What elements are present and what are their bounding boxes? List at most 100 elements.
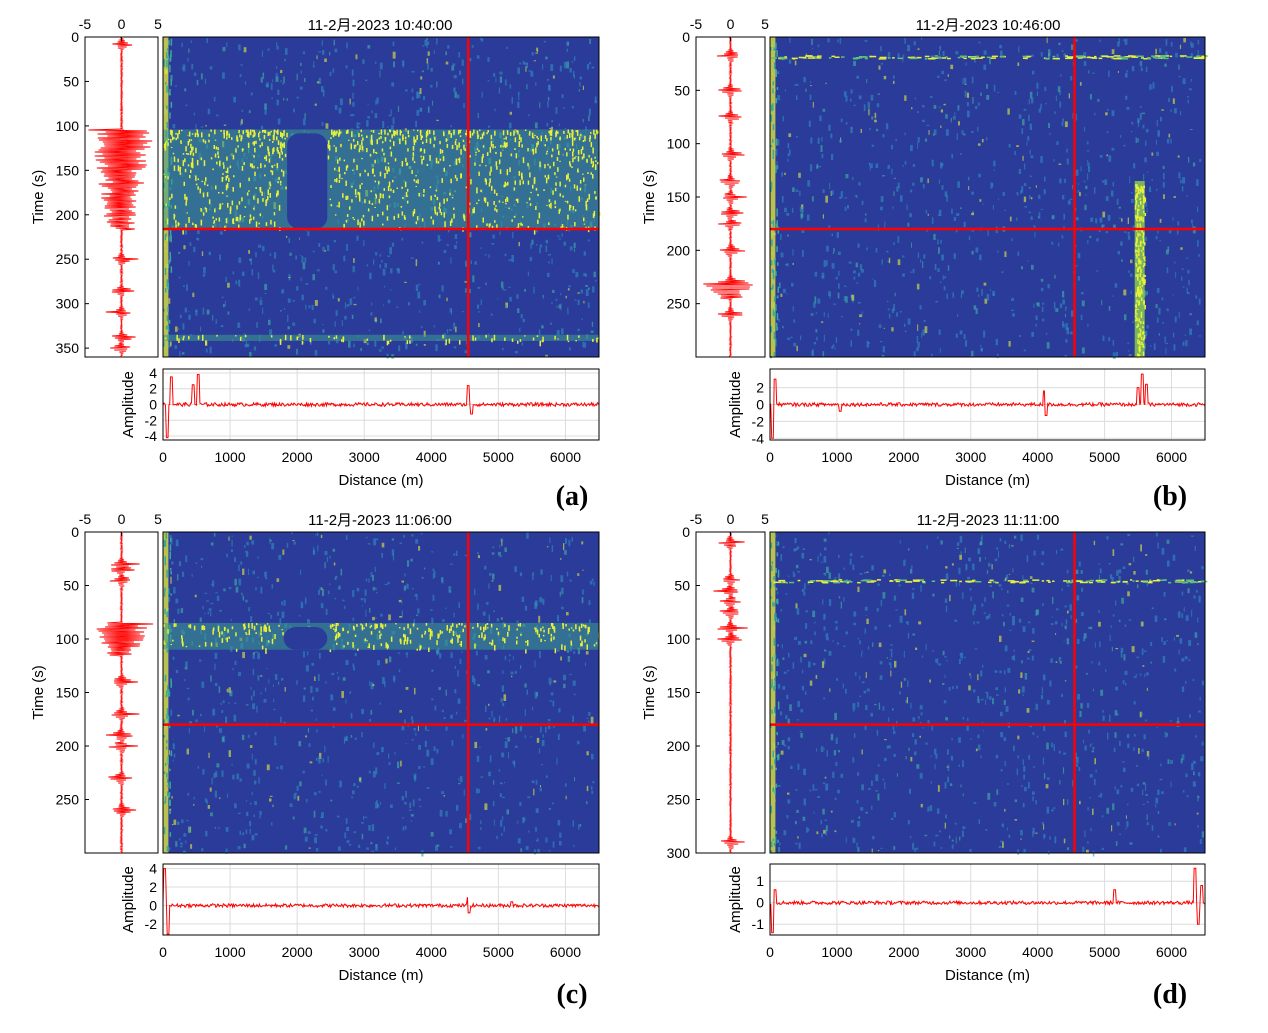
noise-speck [938,329,941,335]
noise-speck [211,315,214,321]
vertical-speck [1136,268,1139,273]
noise-speck [1093,540,1096,546]
noise-speck [1197,206,1199,212]
noise-speck [340,98,343,106]
noise-speck [480,299,482,306]
noise-speck [574,777,576,782]
noise-speck [503,289,507,291]
noise-speck [402,63,404,68]
noise-speck [188,727,190,734]
noise-speck [1100,792,1103,798]
noise-speck [1149,84,1152,90]
noise-speck [1046,806,1050,814]
noise-speck [1063,838,1066,844]
event-streak [897,57,904,60]
noise-speck [795,189,799,192]
edge-speck [775,167,777,173]
vertical-speck [1142,188,1145,194]
energy-speck [245,129,248,133]
noise-speck [367,116,371,119]
noise-speck [1097,98,1100,102]
noise-speck [282,549,285,555]
energy-speck [164,144,167,151]
noise-speck [266,764,270,771]
noise-speck [369,272,372,280]
event-streak [841,56,845,58]
noise-speck [938,106,941,108]
energy-speck [357,141,359,146]
noise-speck [1054,836,1057,844]
noise-speck [512,655,514,660]
noise-speck [482,611,486,616]
noise-speck [206,799,208,805]
noise-speck [272,264,274,271]
energy-speck [429,155,431,161]
noise-speck [524,683,527,688]
noise-speck [172,124,176,129]
noise-speck [566,48,568,52]
noise-speck [1131,66,1135,72]
noise-speck [173,619,175,623]
noise-speck [414,775,416,782]
noise-speck [223,124,227,126]
energy-speck [210,129,212,132]
noise-speck [427,63,429,70]
noise-speck [374,587,377,591]
noise-speck [526,689,528,695]
noise-speck [866,571,869,573]
noise-speck [413,619,415,625]
noise-speck [368,329,370,332]
energy-speck [341,339,343,342]
noise-speck [316,757,318,761]
energy-speck [537,137,539,140]
noise-speck [1163,641,1166,646]
noise-speck [1087,159,1089,166]
noise-speck [214,790,217,798]
noise-speck [980,92,982,96]
energy-speck [384,173,386,179]
event-streak [878,58,887,60]
noise-speck [549,537,551,543]
energy-speck [407,637,409,642]
noise-speck [214,663,216,670]
edge-speck [170,266,173,273]
noise-speck [910,271,912,273]
energy-speck [357,219,359,225]
energy-speck [451,623,454,627]
noise-speck [210,675,212,682]
energy-speck [229,206,232,211]
energy-speck [554,187,557,192]
noise-speck [336,815,340,818]
noise-speck [784,172,786,175]
noise-speck [831,153,834,161]
energy-speck [333,130,336,136]
noise-speck [322,324,324,326]
energy-speck [553,636,555,640]
noise-speck [311,304,314,311]
noise-speck [341,320,343,327]
energy-speck [375,193,377,196]
time-tick-label: 50 [674,82,690,98]
energy-speck [582,140,585,142]
noise-speck [983,330,986,338]
noise-speck [349,98,351,105]
noise-speck [477,684,480,687]
noise-speck [463,789,465,796]
noise-speck [416,594,418,601]
noise-speck [847,205,849,209]
noise-speck [566,649,570,653]
noise-speck [404,801,407,805]
energy-speck [490,623,493,628]
energy-speck [460,149,462,155]
noise-speck [981,348,983,351]
energy-speck [428,129,431,135]
noise-speck [1124,38,1128,45]
noise-speck [947,74,949,77]
noise-speck [382,677,385,684]
noise-speck [381,552,384,558]
noise-speck [398,669,401,673]
noise-speck [302,695,306,702]
energy-speck [511,219,513,222]
energy-speck [202,212,205,216]
